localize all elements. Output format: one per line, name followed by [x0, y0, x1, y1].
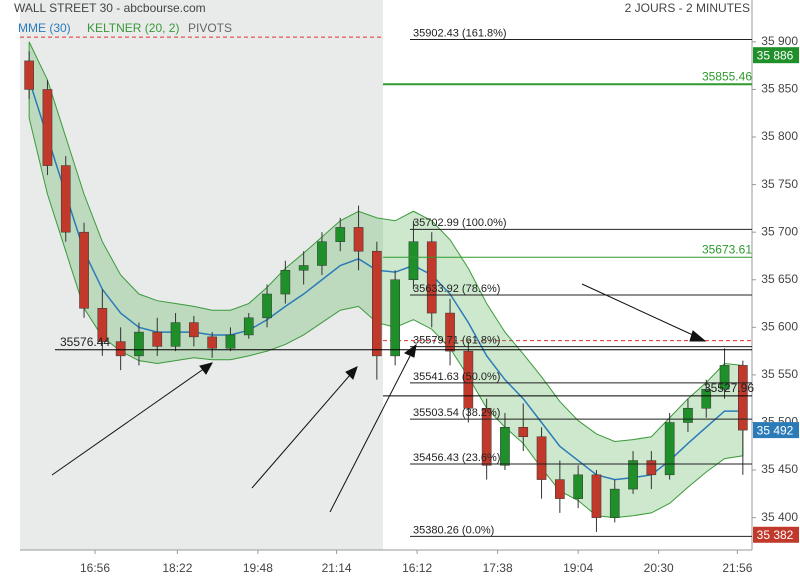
chart-subtitle: 2 JOURS - 2 MINUTES — [625, 1, 750, 15]
level-label: 35576.44 — [60, 335, 110, 349]
candle-body — [207, 336, 217, 349]
candle-body — [298, 265, 309, 271]
candle-body — [79, 231, 89, 309]
candle-body — [262, 293, 272, 319]
candle-body — [24, 60, 34, 90]
candle-body — [445, 312, 455, 352]
candle-body — [115, 341, 126, 357]
price-tag — [753, 526, 799, 543]
price-tag — [753, 422, 799, 439]
price-tag-label: 35 382 — [757, 528, 794, 542]
candle-body — [317, 241, 327, 266]
x-tick-label: 21:56 — [722, 561, 752, 575]
y-tick-label: 35 850 — [761, 82, 798, 96]
legend-entry: PIVOTS — [188, 21, 232, 35]
candle-body — [628, 460, 638, 490]
candle-body — [335, 227, 346, 242]
candle-body — [280, 269, 291, 295]
fib-label: 35380.26 (0.0%) — [413, 524, 494, 536]
legend-entry: MME (30) — [18, 21, 71, 35]
candle-body — [42, 89, 53, 166]
candle-body — [189, 322, 199, 338]
candle-body — [60, 165, 71, 233]
price-tag — [753, 47, 799, 64]
candle-body — [591, 474, 602, 518]
candle-body — [390, 279, 400, 357]
level-label: 35855.46 — [702, 69, 752, 83]
candle-body — [719, 365, 730, 390]
candle-body — [609, 488, 620, 518]
candle-body — [573, 474, 583, 499]
candle-body — [664, 422, 675, 476]
fib-label: 35541.63 (50.0%) — [413, 371, 500, 383]
candle-body — [518, 426, 529, 438]
candle-body — [481, 407, 492, 466]
candle-body — [243, 317, 254, 336]
x-tick-label: 19:48 — [243, 561, 273, 575]
x-tick-label: 17:38 — [483, 561, 513, 575]
candle-body — [170, 322, 181, 347]
candle-body — [555, 479, 565, 499]
candle-body — [463, 350, 474, 409]
fib-label: 35503.54 (38.2%) — [413, 407, 500, 419]
candle-body — [426, 241, 437, 314]
x-tick-label: 20:30 — [644, 561, 674, 575]
candle-body — [152, 331, 163, 347]
legend-entry: KELTNER (20, 2) — [87, 21, 179, 35]
candle-body — [97, 308, 108, 342]
plot — [20, 36, 752, 537]
candle-body — [646, 460, 657, 476]
y-tick-label: 35 550 — [761, 367, 798, 381]
x-tick-label: 16:12 — [402, 561, 432, 575]
candle-body — [683, 407, 693, 423]
chart-title: WALL STREET 30 - abcbourse.com — [14, 1, 206, 15]
fib-label: 35902.43 (161.8%) — [413, 27, 507, 39]
y-tick-label: 35 650 — [761, 272, 798, 286]
candle-body — [408, 241, 419, 281]
fib-label: 35456.43 (23.6%) — [413, 452, 500, 464]
candle-body — [500, 426, 510, 466]
y-tick-label: 35 700 — [761, 224, 798, 238]
y-tick-label: 35 750 — [761, 177, 798, 191]
x-tick-label: 18:22 — [162, 561, 192, 575]
level-label: 35527.96 — [704, 381, 754, 395]
x-tick-label: 19:04 — [563, 561, 593, 575]
y-tick-label: 35 450 — [761, 462, 798, 476]
x-tick-label: 21:14 — [322, 561, 352, 575]
arrows — [51, 283, 707, 513]
candle-body — [372, 250, 382, 357]
y-tick-label: 35 600 — [761, 320, 798, 334]
candle-body — [225, 334, 236, 349]
fib-label: 35633.92 (78.6%) — [413, 283, 500, 295]
candle-body — [134, 331, 144, 357]
price-tag-label: 35 886 — [757, 48, 794, 62]
x-tick-label: 16:56 — [80, 561, 110, 575]
price-tag-label: 35 492 — [757, 423, 794, 437]
candle-body — [353, 227, 364, 252]
level-label: 35673.61 — [702, 242, 752, 256]
fib-label: 35579.71 (61.8%) — [413, 335, 500, 347]
y-tick-label: 35 400 — [761, 510, 798, 524]
candle-body — [536, 436, 547, 480]
candle-body — [738, 365, 748, 431]
y-tick-label: 35 800 — [761, 129, 798, 143]
mme-line — [28, 79, 743, 481]
fib-label: 35702.99 (100.0%) — [413, 217, 507, 229]
candle-body — [701, 388, 712, 409]
y-tick-label: 35 900 — [761, 34, 798, 48]
